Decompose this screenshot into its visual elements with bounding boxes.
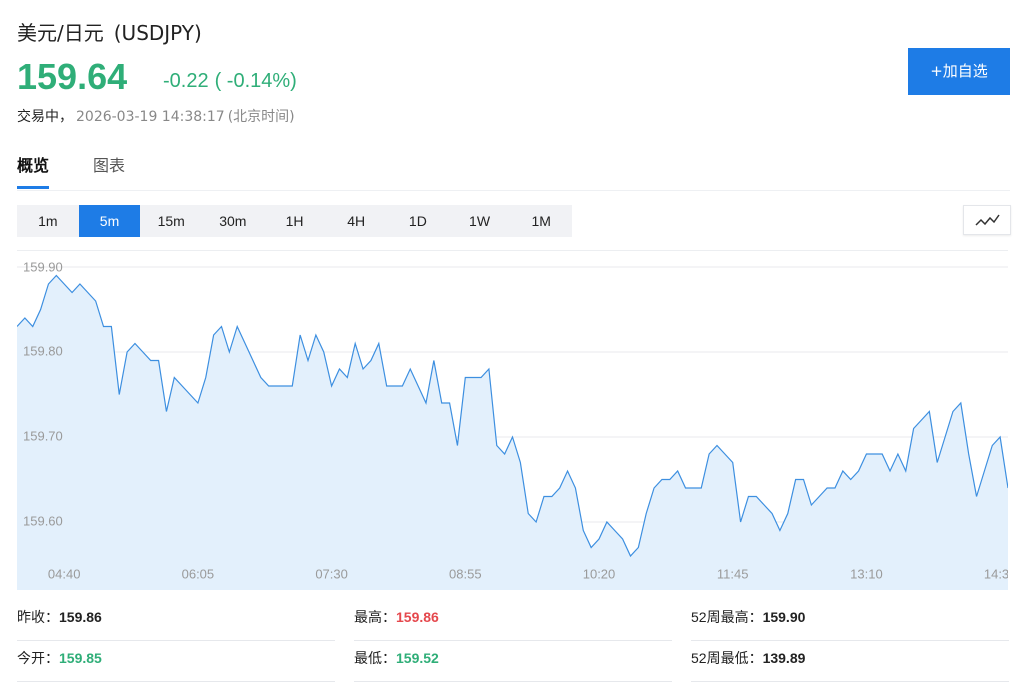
stat-item: 最低：159.52 — [354, 641, 672, 682]
stat-label: 今开： — [17, 650, 59, 666]
interval-bar: 1m 5m 15m 30m 1H 4H 1D 1W 1M — [17, 205, 572, 237]
tab-bar: 概览 图表 — [17, 152, 125, 189]
x-tick-label: 11:45 — [717, 566, 749, 581]
interval-button[interactable]: 1M — [531, 213, 551, 229]
stat-label: 最低： — [354, 650, 396, 666]
divider — [17, 190, 1010, 191]
change-value: -0.22 — [163, 70, 209, 92]
stat-label: 昨收： — [17, 609, 59, 625]
last-price: 159.64 — [17, 56, 128, 97]
stat-item: 52周最高：159.90 — [691, 600, 1009, 641]
x-tick-label: 07:30 — [315, 566, 348, 581]
stat-label: 52周最高： — [691, 609, 763, 625]
tab[interactable]: 概览 — [17, 152, 50, 189]
y-tick-label: 159.60 — [23, 513, 63, 528]
stat-label: 52周最低： — [691, 650, 763, 666]
stat-value: 159.52 — [396, 650, 439, 666]
chart-style-icon — [975, 214, 1000, 226]
stat-item: 最高：159.86 — [354, 600, 672, 641]
add-watchlist-button[interactable]: +加自选 — [908, 48, 1010, 95]
status-text: 交易中， — [17, 109, 73, 125]
stat-value: 139.89 — [762, 650, 806, 666]
y-tick-label: 159.80 — [23, 343, 63, 358]
interval-button[interactable]: 30m — [219, 213, 247, 229]
stat-label: 最高： — [354, 609, 396, 625]
interval-button[interactable]: 1H — [285, 213, 304, 229]
stat-value: 159.86 — [396, 609, 439, 625]
x-tick-label: 14:35 — [984, 566, 1008, 581]
instrument-title: 美元/日元 (USDJPY) — [17, 17, 202, 46]
stat-value: 159.85 — [59, 650, 102, 666]
chart-style-button[interactable] — [963, 205, 1011, 235]
x-tick-label: 04:40 — [48, 566, 81, 581]
trading-status: 交易中， 2026-03-19 14:38:17 (北京时间) — [17, 106, 295, 126]
stat-item: 昨收：159.86 — [17, 600, 335, 641]
x-tick-label: 10:20 — [583, 566, 616, 581]
y-tick-label: 159.70 — [23, 428, 63, 443]
interval-button[interactable]: 15m — [157, 213, 185, 229]
interval-button[interactable]: 1D — [408, 213, 427, 229]
price-change: -0.22( -0.14%) — [163, 70, 297, 93]
interval-button[interactable]: 4H — [347, 213, 366, 229]
tab[interactable]: 图表 — [93, 156, 126, 175]
instrument-symbol: (USDJPY) — [113, 21, 202, 45]
price-area — [17, 275, 1008, 590]
icon-line — [975, 214, 1000, 226]
instrument-name: 美元/日元 — [17, 21, 104, 45]
timestamp: 2026-03-19 14:38:17 — [76, 109, 225, 125]
stat-item: 52周最低：139.89 — [691, 641, 1009, 682]
price-chart: 159.60 159.70 159.80 159.90 04:40 06:05 07:30 0… — [17, 250, 1008, 590]
interval-button[interactable]: 1W — [469, 213, 491, 229]
interval-button[interactable]: 1m — [38, 213, 58, 229]
timezone: (北京时间) — [227, 109, 295, 125]
interval-button[interactable]: 5m — [78, 205, 141, 237]
x-tick-label: 08:55 — [449, 566, 482, 581]
x-tick-label: 06:05 — [182, 566, 215, 581]
price-line — [17, 274, 1008, 558]
x-tick-label: 13:10 — [850, 566, 883, 581]
stat-value: 159.86 — [59, 609, 102, 625]
y-tick-label: 159.90 — [23, 259, 63, 274]
stat-item: 今开：159.85 — [17, 641, 335, 682]
change-percent: ( -0.14%) — [214, 70, 297, 92]
stat-value: 159.90 — [762, 609, 806, 625]
